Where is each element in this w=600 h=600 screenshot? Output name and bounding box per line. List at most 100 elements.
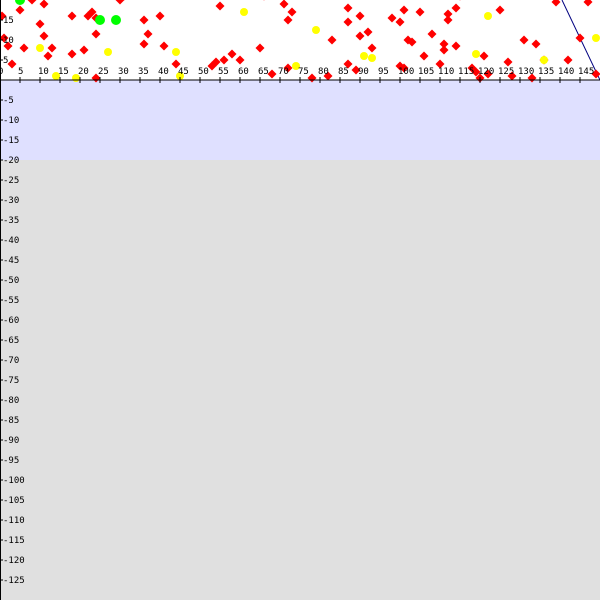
data-point-red bbox=[155, 11, 165, 21]
x-tick-label: 110 bbox=[438, 67, 454, 77]
data-point-red bbox=[159, 41, 169, 51]
data-point-green bbox=[111, 15, 121, 25]
data-point-red bbox=[35, 19, 45, 29]
data-point-green bbox=[15, 0, 25, 5]
y-tick-label: -110 bbox=[3, 516, 25, 526]
data-point-red bbox=[575, 33, 585, 43]
x-tick-label: 145 bbox=[578, 67, 594, 77]
y-tick-label: -20 bbox=[3, 156, 19, 166]
y-tick-label: -60 bbox=[3, 316, 19, 326]
y-tick-label: -10 bbox=[3, 116, 19, 126]
data-point-red bbox=[283, 63, 293, 73]
data-point-red bbox=[267, 69, 277, 79]
x-tick-label: 80 bbox=[318, 67, 329, 77]
data-point-red bbox=[399, 5, 409, 15]
y-tick-label: -25 bbox=[3, 176, 19, 186]
data-point-red bbox=[115, 0, 125, 5]
data-point-red bbox=[343, 3, 353, 13]
data-point-red bbox=[3, 41, 13, 51]
y-tick-label: 10 bbox=[3, 36, 14, 46]
data-point-yellow bbox=[36, 44, 44, 52]
data-point-red bbox=[479, 51, 489, 61]
y-tick-label: -40 bbox=[3, 236, 19, 246]
x-tick-label: 15 bbox=[58, 67, 69, 77]
data-point-red bbox=[39, 31, 49, 41]
data-point-red bbox=[483, 69, 493, 79]
data-point-red bbox=[407, 37, 417, 47]
data-point-red bbox=[323, 71, 333, 81]
data-point-yellow bbox=[540, 56, 548, 64]
y-tick-label: -5 bbox=[3, 96, 14, 106]
data-point-red bbox=[67, 49, 77, 59]
data-point-red bbox=[443, 15, 453, 25]
y-tick-label: -50 bbox=[3, 276, 19, 286]
data-point-red bbox=[435, 59, 445, 69]
x-tick-label: 90 bbox=[358, 67, 369, 77]
data-point-red bbox=[531, 39, 541, 49]
data-point-red bbox=[47, 43, 57, 53]
data-point-red bbox=[139, 39, 149, 49]
data-point-red bbox=[427, 29, 437, 39]
data-point-red bbox=[39, 0, 49, 9]
x-tick-label: 140 bbox=[558, 67, 574, 77]
y-tick-label: -70 bbox=[3, 356, 19, 366]
y-tick-label: 5 bbox=[3, 56, 8, 66]
data-point-yellow bbox=[360, 52, 368, 60]
x-tick-label: 130 bbox=[518, 67, 534, 77]
x-tick-label: 25 bbox=[98, 67, 109, 77]
data-point-red bbox=[211, 57, 221, 67]
data-point-yellow bbox=[176, 72, 184, 80]
data-point-red bbox=[343, 59, 353, 69]
x-tick-label: 20 bbox=[78, 67, 89, 77]
data-point-red bbox=[87, 7, 97, 17]
data-point-red bbox=[91, 29, 101, 39]
x-tick-label: 135 bbox=[538, 67, 554, 77]
data-point-red bbox=[19, 43, 29, 53]
x-tick-label: 55 bbox=[218, 67, 229, 77]
x-tick-label: 50 bbox=[198, 67, 209, 77]
data-point-red bbox=[355, 11, 365, 21]
data-point-yellow bbox=[484, 12, 492, 20]
x-tick-label: 75 bbox=[298, 67, 309, 77]
data-point-red bbox=[255, 43, 265, 53]
data-point-red bbox=[79, 45, 89, 55]
data-point-red bbox=[143, 29, 153, 39]
x-tick-label: 125 bbox=[498, 67, 514, 77]
data-point-red bbox=[327, 35, 337, 45]
data-point-red bbox=[451, 41, 461, 51]
x-tick-label: 70 bbox=[278, 67, 289, 77]
data-point-red bbox=[507, 71, 517, 81]
data-point-yellow bbox=[104, 48, 112, 56]
data-point-red bbox=[27, 0, 37, 5]
data-point-red bbox=[367, 43, 377, 53]
data-point-red bbox=[591, 69, 600, 79]
data-point-red bbox=[219, 55, 229, 65]
data-point-red bbox=[439, 39, 449, 49]
data-point-red bbox=[0, 11, 7, 21]
plot-mid-band bbox=[0, 80, 600, 160]
data-point-red bbox=[443, 9, 453, 19]
y-tick-label: -35 bbox=[3, 216, 19, 226]
data-point-red bbox=[471, 67, 481, 77]
x-tick-label: 105 bbox=[418, 67, 434, 77]
data-point-red bbox=[351, 65, 361, 75]
data-point-yellow bbox=[592, 34, 600, 42]
y-tick-label: -75 bbox=[3, 376, 19, 386]
data-point-yellow bbox=[472, 50, 480, 58]
data-point-red bbox=[415, 7, 425, 17]
x-tick-label: 35 bbox=[138, 67, 149, 77]
data-point-red bbox=[583, 0, 593, 7]
x-tick-label: 60 bbox=[238, 67, 249, 77]
data-point-red bbox=[563, 55, 573, 65]
data-point-red bbox=[459, 0, 461, 1]
x-tick-label: 115 bbox=[458, 67, 474, 77]
data-point-red bbox=[139, 15, 149, 25]
y-tick-label: -65 bbox=[3, 336, 19, 346]
y-tick-label: -115 bbox=[3, 536, 25, 546]
data-point-red bbox=[495, 5, 505, 15]
data-point-yellow bbox=[240, 8, 248, 16]
y-tick-label: -120 bbox=[3, 556, 25, 566]
data-point-yellow bbox=[172, 48, 180, 56]
